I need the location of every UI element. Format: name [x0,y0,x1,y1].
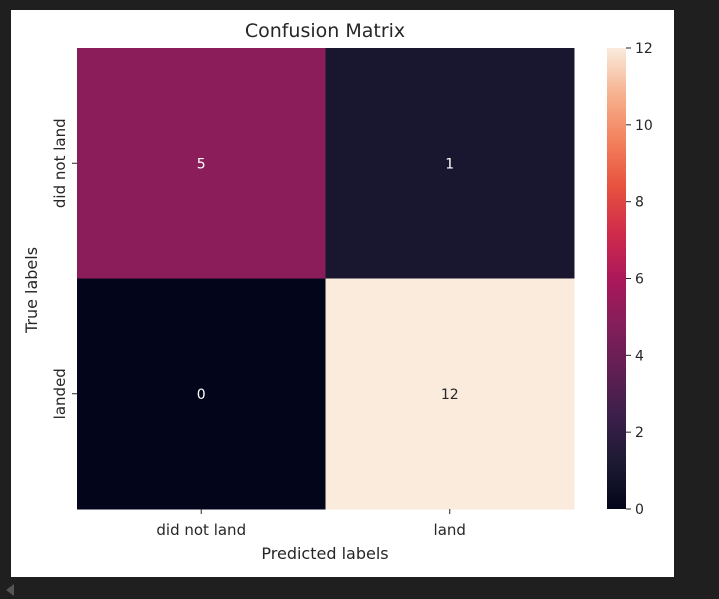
chart-title: Confusion Matrix [245,20,405,42]
heatmap-cell-0-0 [77,48,326,279]
confusion-matrix-chart: Confusion Matrix 5 10 12 did not land landd… [22,20,653,563]
colorbar-tick-label-2: 4 [635,348,644,364]
colorbar-gradient [607,48,626,509]
x-tick-label-0: did not land [156,521,246,539]
cell-annotation-0-1: 1 [445,156,454,172]
x-axis-label: Predicted labels [261,544,388,563]
scroll-left-icon[interactable] [6,584,14,596]
heatmap-cell-1-0 [77,278,326,510]
heatmap-cells: 5 1 0 12 [77,48,575,510]
colorbar-tick-label-5: 10 [635,118,653,134]
colorbar-tick-label-1: 2 [635,425,644,441]
heatmap-cell-0-1 [325,48,575,279]
colorbar-tick-label-0: 0 [635,502,644,518]
colorbar-tick-label-4: 8 [635,195,644,211]
cell-annotation-1-1: 12 [441,387,459,403]
colorbar-tick-label-3: 6 [635,272,644,288]
cell-annotation-1-0: 0 [197,387,206,403]
y-tick-label-1: landed [51,368,69,419]
figure-canvas: Confusion Matrix 5 1 0 12 did not land land d… [11,10,674,577]
output-area-background [0,577,719,599]
colorbar: 0 2 4 6 8 10 12 [607,41,653,518]
y-axis-label: True labels [22,247,41,334]
y-tick-label-0: did not land [51,118,69,208]
cell-annotation-0-0: 5 [197,156,206,172]
heatmap-cell-1-1 [325,278,575,510]
axis-ticks: did not land land did not land landed [51,118,466,539]
colorbar-tick-label-6: 12 [635,41,653,57]
x-tick-label-1: land [434,521,466,539]
